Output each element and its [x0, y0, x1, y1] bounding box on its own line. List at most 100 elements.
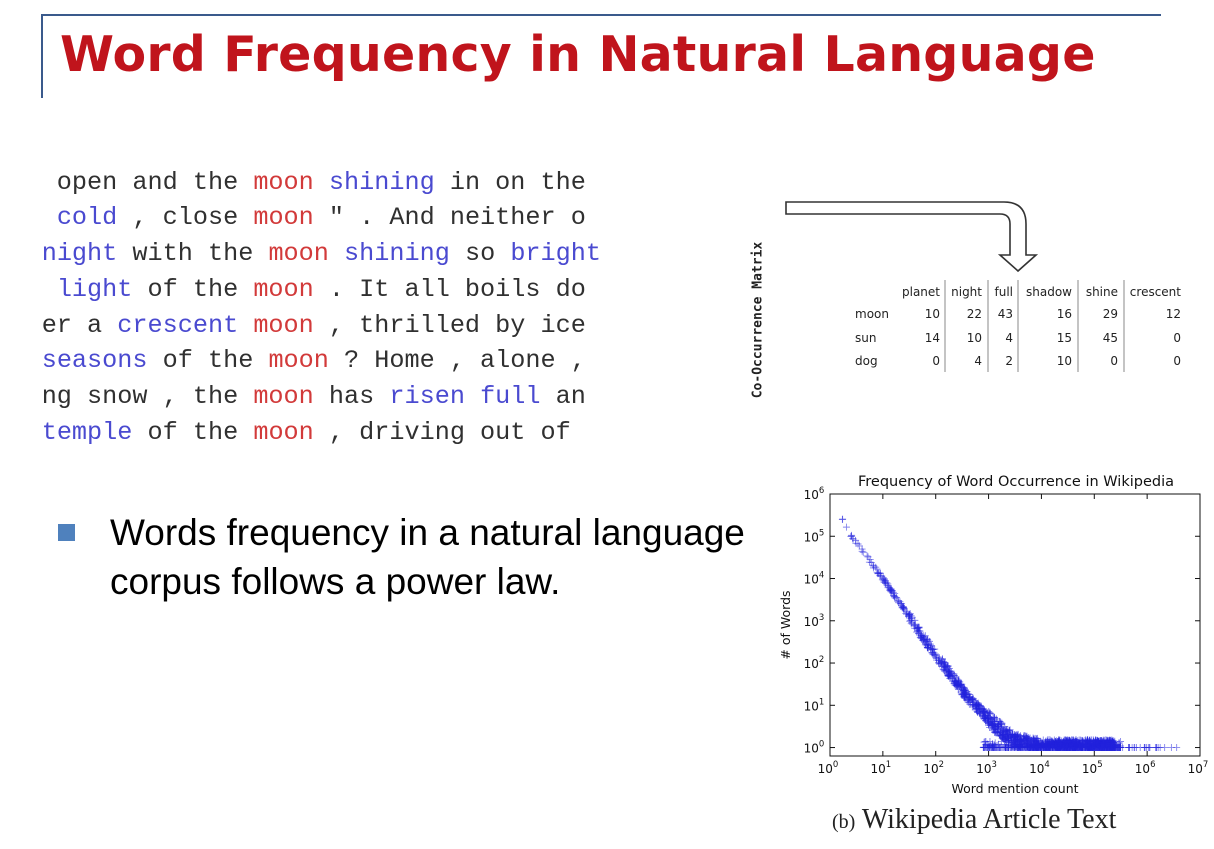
- data-point: [903, 609, 911, 617]
- matrix-cell: 45: [1103, 331, 1118, 345]
- corpus-text: with the: [117, 239, 269, 268]
- y-tick-label: 105: [804, 528, 825, 544]
- corpus-text: " . And neither o: [313, 203, 586, 232]
- data-point: [941, 667, 949, 675]
- highlighted-word: shining: [344, 239, 450, 268]
- matrix-cell: 12: [1166, 307, 1181, 321]
- matrix-cell: 29: [1103, 307, 1118, 321]
- data-point: [1003, 726, 1011, 734]
- x-tick-label: 100: [818, 760, 839, 776]
- corpus-line: d the temple of the moon , driving out o…: [41, 418, 571, 447]
- data-point: [976, 710, 984, 718]
- y-tick-label: 102: [804, 655, 825, 671]
- data-point: [864, 553, 872, 561]
- data-point: [858, 545, 866, 553]
- data-point: [859, 548, 867, 556]
- data-point: [895, 597, 903, 605]
- data-point: [1048, 740, 1056, 748]
- data-point: [838, 516, 846, 524]
- data-point: [1107, 739, 1115, 747]
- data-point: [979, 744, 987, 752]
- data-point: [928, 649, 936, 657]
- highlighted-word: bright: [510, 239, 602, 268]
- data-point: [899, 603, 907, 611]
- matrix-column-header: planet: [902, 285, 940, 299]
- corpus-text: of the: [132, 275, 254, 304]
- data-point: [880, 575, 888, 583]
- corpus-line: s the night with the moon shining so bri…: [41, 239, 601, 268]
- data-point: [1020, 737, 1028, 745]
- highlighted-word: moon: [253, 275, 314, 304]
- data-point: [886, 586, 894, 594]
- data-point: [1011, 744, 1019, 752]
- data-point: [944, 671, 952, 679]
- data-point: [1050, 744, 1058, 752]
- data-point: [911, 616, 919, 624]
- data-point: [948, 670, 956, 678]
- data-point: [874, 569, 882, 577]
- bullet-square-icon: [58, 524, 75, 541]
- data-point: [965, 690, 973, 698]
- corpus-text: in on the: [434, 168, 586, 197]
- data-point: [1062, 737, 1070, 745]
- data-point: [1119, 744, 1127, 752]
- matrix-cell: 10: [1057, 354, 1072, 368]
- data-point: [898, 603, 906, 611]
- data-point: [1141, 744, 1149, 752]
- data-point: [993, 724, 1001, 732]
- data-point: [985, 708, 993, 716]
- matrix-row-label: sun: [855, 331, 876, 345]
- bullet-text: Words frequency in a natural language co…: [110, 512, 745, 602]
- y-tick-label: 103: [804, 613, 825, 629]
- data-point: [1067, 742, 1075, 750]
- data-point: [1007, 731, 1015, 739]
- data-point: [986, 723, 994, 731]
- corpus-text: nd the: [41, 203, 57, 232]
- data-point: [1091, 744, 1099, 752]
- caption-prefix: (b): [832, 811, 856, 833]
- corpus-line: rtains open and the moon shining in on t…: [41, 168, 586, 197]
- matrix-column-header: shine: [1086, 285, 1118, 299]
- highlighted-word: full: [480, 382, 541, 411]
- highlighted-word: crescent: [117, 311, 239, 340]
- x-tick-label: 105: [1082, 760, 1103, 776]
- corpus-text: has: [313, 382, 390, 411]
- data-point: [994, 721, 1002, 729]
- left-rule: [41, 14, 43, 98]
- data-point: [988, 719, 996, 727]
- data-point: [848, 531, 856, 539]
- corpus-text: so: [449, 239, 511, 268]
- data-point: [842, 523, 850, 531]
- corpus-text: , thrilled by ice: [313, 311, 586, 340]
- data-point: [990, 722, 998, 730]
- matrix-cell: 15: [1057, 331, 1072, 345]
- corpus-line: in the light of the moon . It all boils …: [41, 275, 586, 304]
- x-tick-label: 104: [1029, 760, 1050, 776]
- x-tick-label: 102: [923, 760, 944, 776]
- data-point: [1086, 736, 1094, 744]
- corpus-text: of the: [147, 346, 269, 375]
- matrix-row-label: moon: [855, 307, 889, 321]
- y-tick-label: 104: [804, 571, 825, 587]
- data-point: [847, 532, 855, 540]
- data-point: [990, 741, 998, 749]
- data-point: [1028, 736, 1036, 744]
- highlighted-word: moon: [253, 382, 314, 411]
- top-rule: [41, 14, 1161, 16]
- matrix-cell: 22: [967, 307, 982, 321]
- highlighted-word: risen: [389, 382, 465, 411]
- corpus-excerpt: rtains open and the moon shining in on t…: [41, 168, 771, 453]
- corpus-text: . It all boils do: [313, 275, 586, 304]
- y-tick-label: 101: [804, 697, 825, 713]
- matrix-cell: 14: [925, 331, 940, 345]
- x-tick-label: 101: [871, 760, 892, 776]
- highlighted-word: light: [56, 275, 133, 304]
- data-point: [1058, 744, 1066, 752]
- data-point: [1039, 740, 1047, 748]
- x-tick-label: 103: [976, 760, 997, 776]
- corpus-text: an: [540, 382, 586, 411]
- corpus-text: of the: [132, 418, 254, 447]
- corpus-text: rtains open and the: [41, 168, 239, 197]
- data-point: [1107, 743, 1115, 751]
- x-tick-label: 107: [1188, 760, 1209, 776]
